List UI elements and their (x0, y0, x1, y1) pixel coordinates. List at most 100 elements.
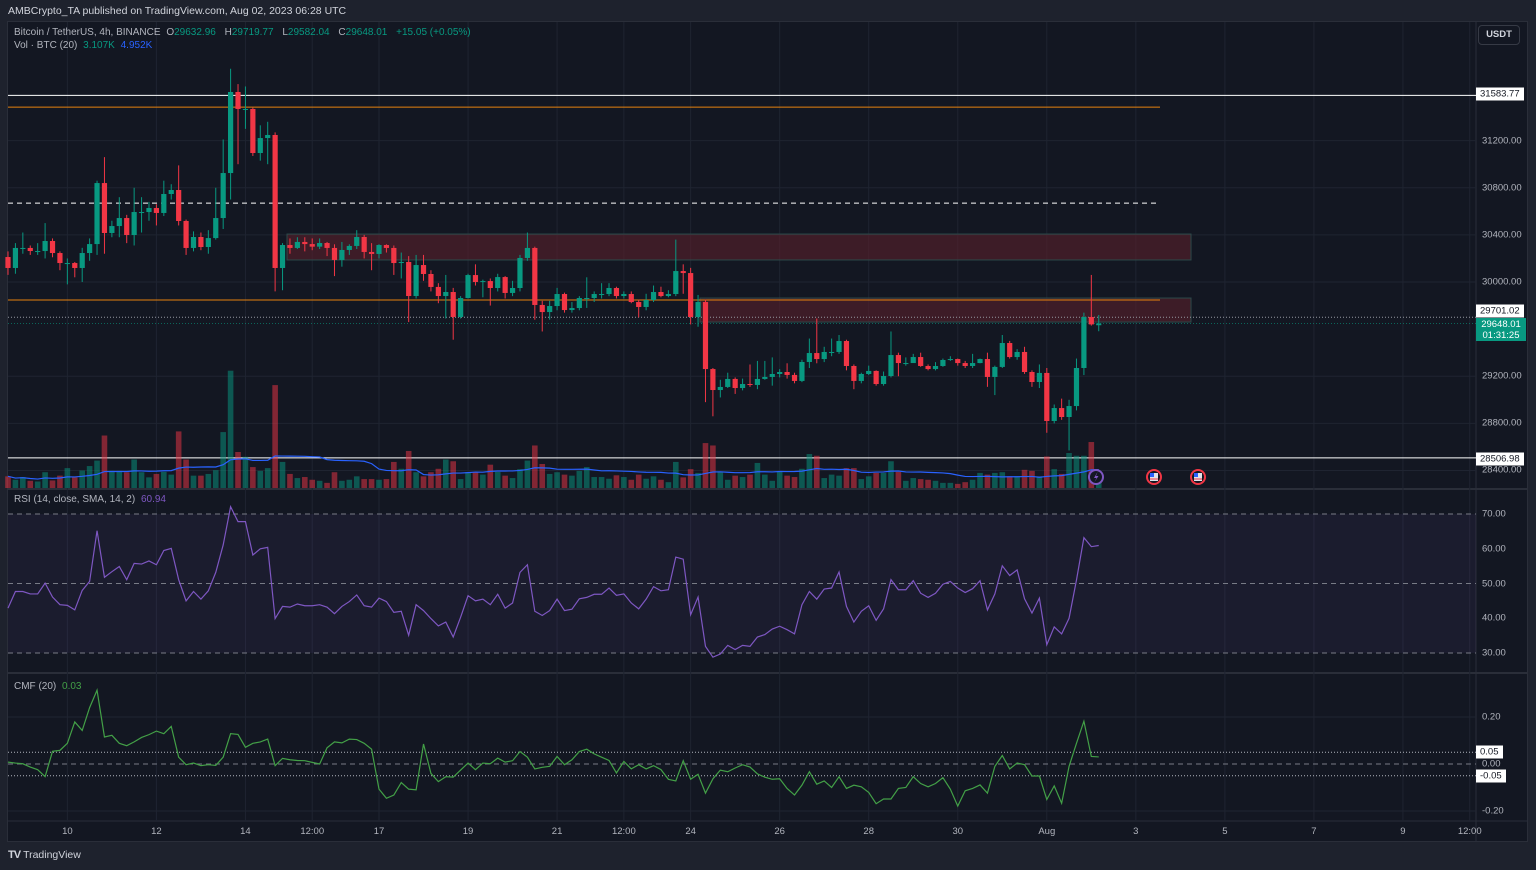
candle (569, 302, 575, 313)
candle (992, 365, 998, 396)
volume-bar (465, 472, 471, 488)
time-tick-label: 14 (240, 826, 251, 837)
candle (49, 238, 56, 258)
candle-body (435, 286, 441, 297)
candle-body (42, 241, 48, 252)
lightning-icon[interactable] (1088, 469, 1104, 485)
candle-body (161, 194, 167, 213)
cmf-label[interactable]: CMF (20) (14, 681, 57, 692)
volume-bar (161, 471, 167, 488)
volume-bar (34, 481, 41, 488)
brand-name[interactable]: TradingView (23, 849, 81, 861)
candle (435, 283, 441, 304)
candle-body (213, 218, 219, 239)
rsi-value: 60.94 (140, 494, 166, 505)
candle-body (784, 371, 790, 375)
candle (1088, 274, 1094, 326)
volume-bar (398, 468, 405, 488)
currency-button[interactable]: USDT (1478, 25, 1520, 45)
candle (695, 294, 701, 327)
candle-body (918, 357, 924, 366)
candle (302, 237, 308, 252)
volume-bar (940, 482, 946, 488)
candle-body (829, 351, 835, 353)
candle (1007, 340, 1013, 359)
volume-bar (628, 479, 635, 488)
time-tick-label: 12:00 (1457, 826, 1482, 837)
volume-ma-value: 4.952K (120, 40, 153, 51)
volume-bar (784, 475, 790, 488)
candle-body (977, 359, 983, 364)
volume-bar (5, 476, 11, 488)
open-label: O (166, 27, 175, 38)
candle-body (643, 300, 649, 307)
candle (205, 230, 211, 254)
resistance-zone (699, 297, 1192, 323)
volume-bar (910, 478, 917, 488)
volume-bar (561, 474, 568, 488)
candle (925, 364, 931, 371)
candle-body (509, 288, 516, 293)
cmf-upper-label: 0.05 (1476, 745, 1503, 759)
candle (806, 338, 812, 368)
candle-body (843, 341, 850, 366)
tradingview-logo-icon[interactable]: TV (8, 849, 21, 861)
candle (658, 286, 664, 298)
volume-bar (917, 479, 924, 488)
time-tick-label: 3 (1133, 826, 1139, 837)
candle (176, 165, 182, 226)
us-flag-icon[interactable] (1146, 469, 1162, 485)
volume-bar (480, 474, 486, 488)
candle (665, 290, 671, 298)
candle (873, 370, 879, 386)
candle-body (176, 189, 182, 221)
candle (324, 241, 330, 257)
candle-body (836, 341, 842, 352)
candle (858, 372, 864, 384)
candle (688, 267, 694, 325)
symbol-title[interactable]: Bitcoin / TetherUS, 4h, BINANCE (14, 27, 161, 38)
volume-bar (109, 470, 115, 488)
volume-bar (613, 475, 620, 488)
volume-bar (20, 477, 26, 488)
candle-body (569, 308, 575, 311)
volume-value: 3.107K (83, 40, 115, 51)
candle (368, 243, 375, 271)
volume-bar (146, 477, 152, 488)
candle-body (791, 374, 798, 381)
candle-body (524, 247, 530, 258)
candle (1066, 399, 1072, 451)
candle (599, 283, 605, 299)
volume-bar (576, 470, 583, 488)
top-bar: AMBCrypto_TA published on TradingView.co… (0, 0, 1536, 21)
time-tick-label: 30 (952, 826, 964, 837)
candle-body (131, 212, 137, 235)
cmf-legend: CMF (20) 0.03 (14, 681, 84, 692)
candle (465, 273, 471, 299)
volume-bar (361, 479, 367, 488)
volume-bar (509, 478, 516, 488)
candle (124, 214, 130, 244)
candle (947, 356, 953, 361)
candle-body (1073, 367, 1080, 407)
candle-body (250, 108, 256, 154)
candle (42, 223, 48, 259)
candle-body (688, 273, 694, 317)
volume-bar (168, 474, 175, 488)
candle-body (57, 253, 63, 264)
volume-bar (880, 472, 887, 488)
rsi-label[interactable]: RSI (14, close, SMA, 14, 2) (14, 494, 136, 505)
candle-body (739, 384, 746, 389)
volume-legend: Vol · BTC (20) 3.107K 4.952K (14, 40, 155, 51)
volume-bar (1006, 476, 1013, 488)
candle-body (79, 253, 85, 268)
volume-bar (932, 480, 939, 488)
volume-bar (502, 475, 508, 488)
volume-bar (954, 483, 961, 488)
candle-body (183, 220, 189, 248)
volume-label[interactable]: Vol · BTC (20) (14, 40, 78, 51)
rsi-tick-label: 40.00 (1482, 612, 1506, 624)
candle (739, 378, 746, 391)
us-flag-icon[interactable] (1190, 469, 1206, 485)
